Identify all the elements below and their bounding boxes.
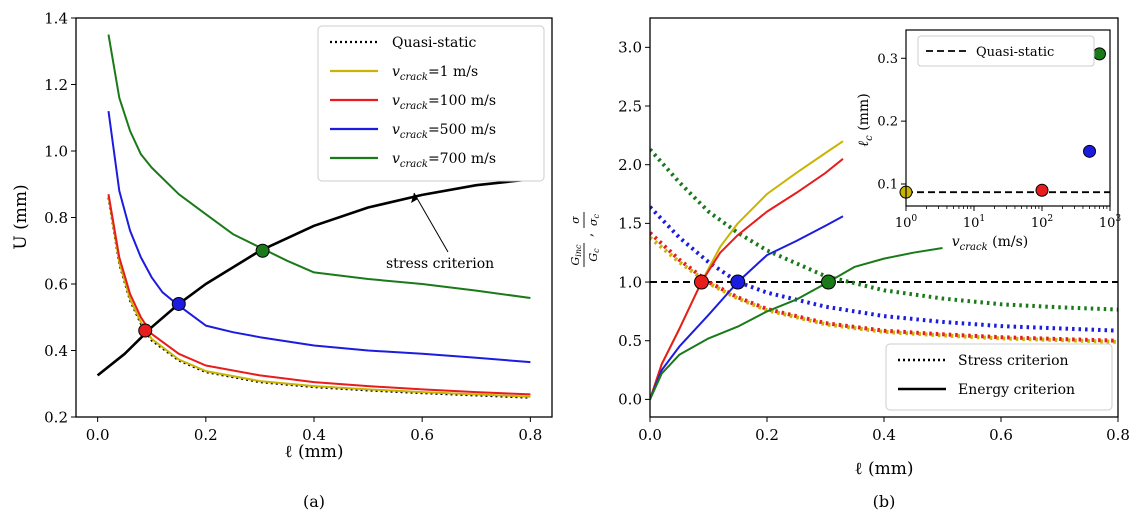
panel-a-xtick-label: 0.2 xyxy=(194,426,218,444)
legend-label-v1: vcrack=1 m/s xyxy=(392,64,478,83)
svg-text:σ: σ xyxy=(569,216,582,224)
panel-a-ytick-label: 0.8 xyxy=(44,209,68,227)
legend-box xyxy=(885,343,1113,411)
panel-a-ytick-label: 0.6 xyxy=(44,275,68,293)
panel-b-xtick-label: 0.2 xyxy=(755,426,779,444)
inset-ylabel: ℓc (mm) xyxy=(856,93,875,146)
panel-a-ylabel: U (mm) xyxy=(11,184,31,249)
panel-b-xtick-label: 0.8 xyxy=(1106,426,1130,444)
panel-b-ytick-label: 2.0 xyxy=(618,156,642,174)
panel-b-ylabel: Ginc Gc , σ σc xyxy=(569,212,601,267)
panel-a-xtick-label: 0.4 xyxy=(302,426,326,444)
panel-b-xtick-label: 0.4 xyxy=(872,426,896,444)
panel-a-ytick-label: 1.4 xyxy=(44,9,68,27)
panel-b-series-line-2 xyxy=(650,205,1118,333)
annotation-arrow-head xyxy=(411,193,418,203)
panel-b: 0.0 0.2 0.4 0.6 0.8 0.0 0.5 1.0 1.5 2.0 2.5 3.0 ℓ (… xyxy=(569,17,1130,511)
annotation-stress-criterion: stress criterion xyxy=(386,256,494,272)
inset-point-2 xyxy=(1083,144,1097,158)
panel-a-ytick-label: 1.0 xyxy=(44,142,68,160)
inset-xlabel: vcrack (m/s) xyxy=(952,234,1029,253)
panel-b-xtick-label: 0.6 xyxy=(989,426,1013,444)
legend-box xyxy=(317,25,545,182)
panel-a-ytick-label: 0.4 xyxy=(44,342,68,360)
panel-b-ticks: 0.0 0.2 0.4 0.6 0.8 0.0 0.5 1.0 1.5 2.0 2.5 3.0 xyxy=(618,39,1130,444)
legend-label-stress-criterion: Stress criterion xyxy=(958,353,1069,369)
inset-point-3 xyxy=(1092,47,1106,61)
inset-legend-box xyxy=(917,35,1095,67)
panel-a-series-line-2 xyxy=(107,194,531,396)
panel-a-ticks: 0.0 0.2 0.4 0.6 0.8 0.2 0.4 0.6 0.8 1.0 1.2 1.4 xyxy=(44,9,542,444)
inset-ytick-label: 0.2 xyxy=(877,115,898,130)
panel-a-series-line-4 xyxy=(107,34,531,299)
inset-ytick-label: 0.1 xyxy=(877,178,898,193)
inset-xtick-exponent: 3 xyxy=(1115,214,1121,224)
panel-b-marker-0 xyxy=(693,274,709,290)
inset-xtick-exponent: 1 xyxy=(979,214,985,224)
panel-b-ytick-label: 2.5 xyxy=(618,97,642,115)
legend-label-v100: vcrack=100 m/s xyxy=(392,93,496,112)
inset-xtick-exponent: 2 xyxy=(1047,214,1053,224)
panel-b-plot-area xyxy=(650,140,1118,400)
inset-xtick-label: 102 xyxy=(1031,214,1053,231)
panel-b-ytick-label: 0.0 xyxy=(618,391,642,409)
panel-b-ytick-label: 3.0 xyxy=(618,39,642,57)
inset-frame xyxy=(905,29,1111,207)
panel-b-marker-2 xyxy=(820,274,836,290)
panel-b-caption: (b) xyxy=(873,492,896,511)
panel-b-series-line-1 xyxy=(650,231,1118,343)
panel-b-ytick-label: 1.0 xyxy=(618,273,642,291)
panel-a: 0.0 0.2 0.4 0.6 0.8 0.2 0.4 0.6 0.8 1.0 1.2 1.4 ℓ (… xyxy=(11,9,553,511)
panel-a-plot-area xyxy=(96,34,531,399)
inset-xtick-exponent: 0 xyxy=(911,214,917,224)
panel-b-xtick-label: 0.0 xyxy=(638,426,662,444)
panel-a-xlabel: ℓ (mm) xyxy=(284,442,343,462)
panel-a-series-line-3 xyxy=(107,110,531,364)
svg-text:,: , xyxy=(581,233,596,237)
panel-a-xtick-label: 0.8 xyxy=(518,426,542,444)
panel-a-marker-0 xyxy=(138,323,153,338)
legend-label-v700: vcrack=700 m/s xyxy=(392,151,496,170)
panel-a-frame xyxy=(75,17,553,418)
legend-label-quasi-static: Quasi-static xyxy=(392,35,476,51)
inset-chart: 100 101 102 1 0 3 0.1 0.2 0.3 Quasi-static vcrac… xyxy=(856,29,1121,253)
legend-label-energy-criterion: Energy criterion xyxy=(958,382,1075,398)
panel-b-xlabel: ℓ (mm) xyxy=(854,459,913,479)
panel-b-frame xyxy=(649,17,1119,418)
panel-a-caption: (a) xyxy=(303,492,325,511)
inset-xtick-label: 100 xyxy=(895,214,918,231)
inset-xtick-label: 101 xyxy=(963,214,985,231)
panel-a-series-line-1 xyxy=(107,195,531,398)
panel-b-legend: Stress criterion Energy criterion xyxy=(885,343,1113,411)
panel-b-ytick-label: 0.5 xyxy=(618,332,642,350)
panel-a-xtick-label: 0.0 xyxy=(86,426,110,444)
panel-a-marker-2 xyxy=(255,243,270,258)
panel-b-series-line-3 xyxy=(650,148,1118,312)
inset-plot-area xyxy=(899,47,1110,199)
panel-a-ytick-label: 1.2 xyxy=(44,76,68,94)
svg-text:σc: σc xyxy=(587,213,601,226)
panel-b-marker-1 xyxy=(730,274,746,290)
panel-b-ytick-label: 1.5 xyxy=(618,215,642,233)
inset-point-1 xyxy=(1035,183,1049,197)
panel-a-series-line-0 xyxy=(107,197,531,399)
legend-label-v500: vcrack=500 m/s xyxy=(392,122,496,141)
panel-b-series-line-7 xyxy=(650,247,943,400)
panel-b-series-line-5 xyxy=(650,158,844,400)
inset-ytick-label: 0.3 xyxy=(877,52,898,67)
panel-a-xtick-label: 0.6 xyxy=(410,426,434,444)
panel-a-legend: Quasi-static vcrack=1 m/s vcrack=100 m/s… xyxy=(317,25,545,182)
annotation-arrow-line xyxy=(413,192,449,253)
svg-text:Ginc: Ginc xyxy=(569,244,583,266)
inset-legend-label: Quasi-static xyxy=(976,45,1054,60)
panel-a-marker-1 xyxy=(171,296,186,311)
panel-b-series-line-6 xyxy=(650,215,844,400)
panel-a-ytick-label: 0.2 xyxy=(44,408,68,426)
svg-text:Gc: Gc xyxy=(587,248,601,262)
